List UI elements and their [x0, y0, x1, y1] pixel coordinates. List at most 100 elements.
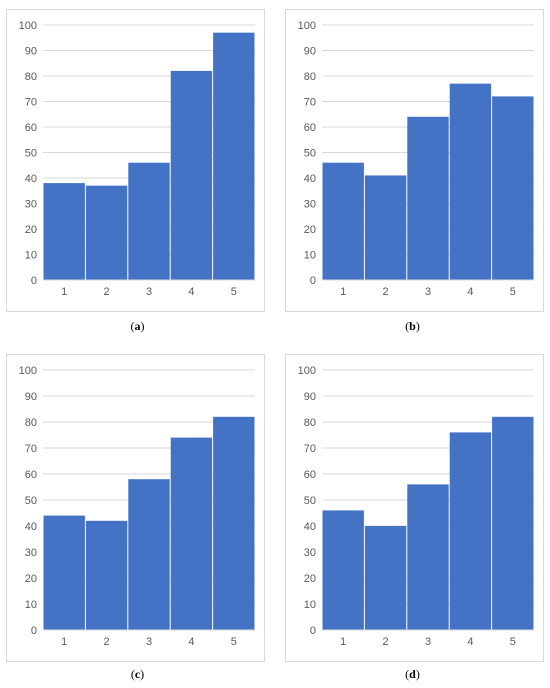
y-tick-label: 60: [25, 122, 37, 134]
y-tick-label: 90: [25, 46, 37, 58]
x-tick-label: 5: [510, 636, 516, 648]
x-tick-label: 3: [425, 286, 431, 298]
y-tick-label: 80: [25, 417, 37, 429]
y-tick-label: 80: [25, 71, 37, 83]
y-tick-label: 40: [304, 173, 316, 185]
x-tick-label: 3: [146, 636, 152, 648]
y-tick-label: 70: [25, 97, 37, 109]
bar-chart-d: 0 10 20 30 40 50 60 70 80 90 100 1 2 3 4 5: [298, 365, 534, 648]
y-tick-label: 50: [25, 495, 37, 507]
chart-frame: 0 10 20 30 40 50 60 70 80 90 100 1 2 3 4 5: [6, 354, 265, 662]
x-tick-label: 2: [383, 636, 389, 648]
x-tick-label: 4: [467, 636, 473, 648]
x-tick-label: 2: [104, 286, 110, 298]
x-tick-label: 5: [510, 286, 516, 298]
caption-letter: c: [134, 667, 141, 681]
x-tick-label: 4: [467, 286, 473, 298]
y-tick-label: 50: [304, 148, 316, 160]
y-tick-label: 90: [304, 46, 316, 58]
y-tick-label: 10: [25, 250, 37, 262]
bar-3: [128, 162, 170, 280]
x-tick-label: 1: [340, 286, 346, 298]
y-tick-label: 30: [25, 547, 37, 559]
chart-panel-c: 0 10 20 30 40 50 60 70 80 90 100 1 2 3 4 5 (c): [0, 344, 275, 688]
y-tick-label: 70: [25, 443, 37, 455]
chart-panel-d: 0 10 20 30 40 50 60 70 80 90 100 1 2 3 4 5 (d): [275, 344, 550, 688]
bar-chart-c: 0 10 20 30 40 50 60 70 80 90 100 1 2 3 4 5: [19, 365, 255, 648]
y-tick-label: 80: [304, 417, 316, 429]
y-tick-label: 20: [25, 224, 37, 236]
bar-1: [43, 515, 85, 630]
bar-4: [449, 432, 492, 630]
x-tick-label: 5: [231, 286, 237, 298]
y-tick-label: 40: [25, 173, 37, 185]
y-tick-label: 40: [25, 521, 37, 533]
bar-1: [43, 183, 85, 280]
bar-4: [170, 437, 213, 630]
y-tick-label: 50: [25, 148, 37, 160]
x-tick-label: 3: [146, 286, 152, 298]
bar-4: [170, 70, 213, 281]
bar-chart-b: 0 10 20 30 40 50 60 70 80 90 100 1 2 3 4 5: [298, 20, 534, 298]
y-tick-label: 30: [25, 199, 37, 211]
caption-letter: d: [409, 667, 416, 681]
y-tick-label: 60: [304, 122, 316, 134]
y-tick-label: 30: [304, 547, 316, 559]
y-tick-label: 60: [25, 469, 37, 481]
caption-letter: b: [409, 319, 416, 333]
chart-caption-a: (a): [130, 319, 145, 333]
bar-1: [322, 510, 364, 630]
bar-3: [128, 479, 170, 630]
chart-frame: 0 10 20 30 40 50 60 70 80 90 100 1 2 3 4 5: [6, 9, 265, 312]
y-tick-label: 0: [31, 625, 37, 637]
bar-3: [407, 116, 449, 280]
bar-1: [322, 162, 364, 280]
y-tick-label: 90: [25, 391, 37, 403]
y-tick-label: 10: [304, 599, 316, 611]
bar-5: [213, 416, 255, 630]
y-tick-label: 70: [304, 97, 316, 109]
y-tick-label: 100: [19, 20, 37, 32]
x-tick-label: 4: [188, 636, 194, 648]
y-tick-label: 30: [304, 199, 316, 211]
y-tick-label: 50: [304, 495, 316, 507]
x-tick-label: 4: [188, 286, 194, 298]
y-tick-label: 20: [25, 573, 37, 585]
y-tick-label: 80: [304, 71, 316, 83]
caption-letter: a: [134, 319, 141, 333]
y-tick-label: 100: [19, 365, 37, 377]
x-tick-label: 1: [61, 286, 67, 298]
y-tick-label: 20: [304, 573, 316, 585]
y-tick-label: 20: [304, 224, 316, 236]
bar-5: [492, 96, 534, 281]
y-tick-label: 0: [31, 275, 37, 287]
bar-5: [213, 32, 255, 281]
y-tick-label: 0: [310, 625, 316, 637]
x-tick-label: 2: [104, 636, 110, 648]
chart-caption-c: (c): [130, 667, 145, 681]
bar-2: [85, 185, 128, 280]
x-tick-label: 1: [61, 636, 67, 648]
x-tick-label: 1: [340, 636, 346, 648]
y-tick-label: 40: [304, 521, 316, 533]
y-tick-label: 100: [298, 365, 316, 377]
x-tick-label: 2: [383, 286, 389, 298]
chart-frame: 0 10 20 30 40 50 60 70 80 90 100 1 2 3 4 5: [285, 354, 544, 662]
chart-panel-b: 0 10 20 30 40 50 60 70 80 90 100 1 2 3 4 5 (b): [275, 0, 550, 344]
chart-panel-a: 0 10 20 30 40 50 60 70 80 90 100 1 2 3 4 5 (a): [0, 0, 275, 344]
bar-2: [364, 175, 407, 280]
bar-2: [364, 526, 407, 630]
bar-3: [407, 484, 449, 630]
y-tick-label: 10: [304, 250, 316, 262]
y-tick-label: 0: [310, 275, 316, 287]
chart-caption-d: (d): [405, 667, 420, 681]
y-tick-label: 10: [25, 599, 37, 611]
chart-frame: 0 10 20 30 40 50 60 70 80 90 100 1 2 3 4 5: [285, 9, 544, 312]
x-tick-label: 3: [425, 636, 431, 648]
y-tick-label: 90: [304, 391, 316, 403]
x-tick-label: 5: [231, 636, 237, 648]
bar-5: [492, 416, 534, 630]
y-tick-label: 60: [304, 469, 316, 481]
bar-4: [449, 83, 492, 281]
y-tick-label: 100: [298, 20, 316, 32]
